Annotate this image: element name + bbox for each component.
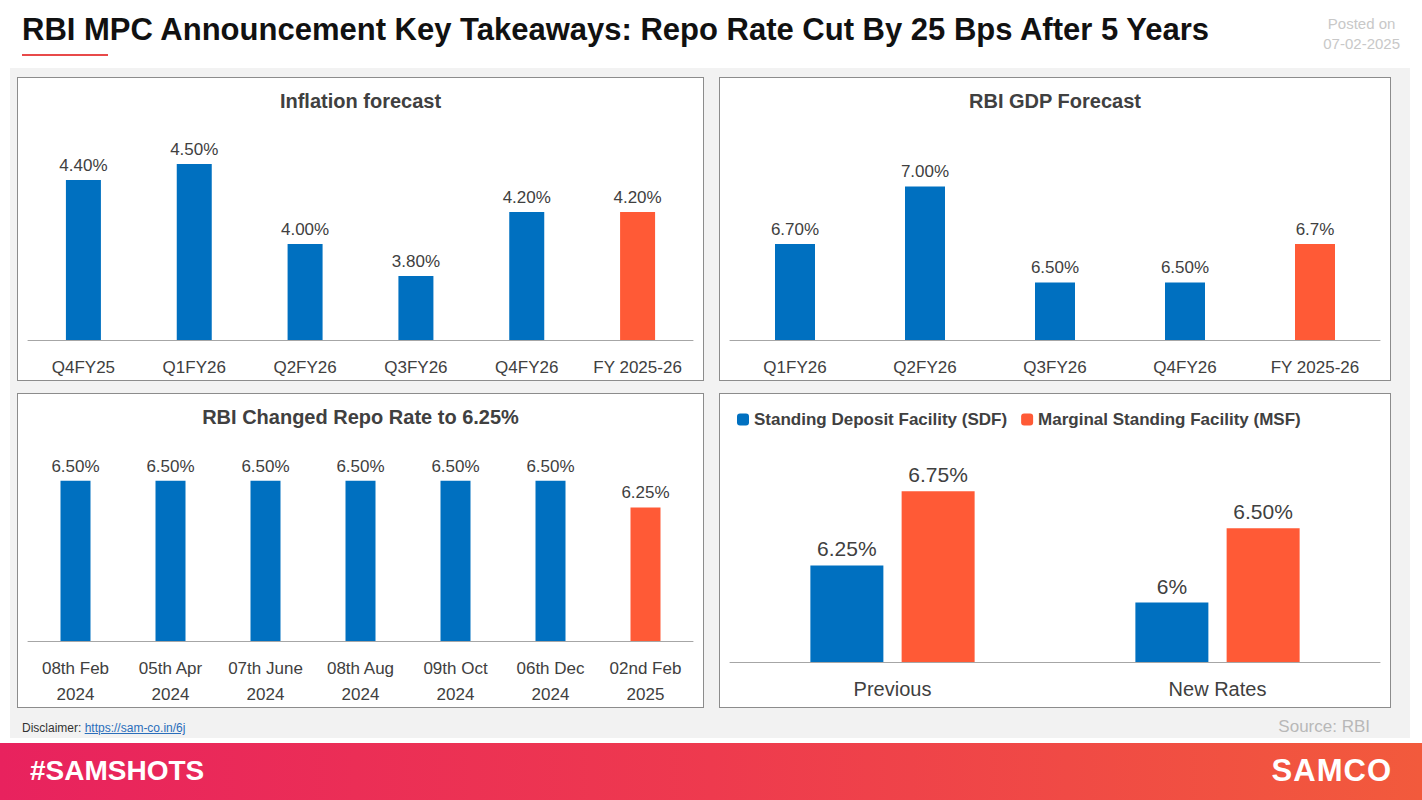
svg-text:08th Aug: 08th Aug <box>327 659 394 678</box>
svg-text:Q4FY26: Q4FY26 <box>1153 358 1216 377</box>
svg-text:2024: 2024 <box>437 685 475 704</box>
svg-text:6.50%: 6.50% <box>1233 500 1293 523</box>
svg-text:6.50%: 6.50% <box>146 457 194 476</box>
svg-text:Standing Deposit Facility (SDF: Standing Deposit Facility (SDF) <box>754 410 1007 429</box>
svg-text:RBI Changed Repo Rate to 6.25%: RBI Changed Repo Rate to 6.25% <box>202 406 519 428</box>
svg-text:6%: 6% <box>1157 575 1187 598</box>
svg-text:FY 2025-26: FY 2025-26 <box>593 358 682 377</box>
svg-text:08th Feb: 08th Feb <box>42 659 109 678</box>
svg-text:Marginal Standing Facility (MS: Marginal Standing Facility (MSF) <box>1038 410 1301 429</box>
svg-text:7.00%: 7.00% <box>901 162 949 181</box>
html-text:Disclaimer: https://sam-co.in/: Disclaimer: https://sam-co.in/6j <box>22 721 186 735</box>
svg-text:Q1FY26: Q1FY26 <box>163 358 226 377</box>
svg-text:6.50%: 6.50% <box>526 457 574 476</box>
svg-text:4.40%: 4.40% <box>59 156 107 175</box>
svg-text:2024: 2024 <box>247 685 285 704</box>
html-text:Source: RBI: Source: RBI <box>1278 717 1370 736</box>
svg-text:06th Dec: 06th Dec <box>516 659 585 678</box>
svg-text:6.50%: 6.50% <box>241 457 289 476</box>
svg-text:Q4FY26: Q4FY26 <box>495 358 558 377</box>
svg-text:RBI GDP Forecast: RBI GDP Forecast <box>969 90 1141 112</box>
svg-text:Q2FY26: Q2FY26 <box>273 358 336 377</box>
svg-text:6.25%: 6.25% <box>621 483 669 502</box>
svg-text:6.50%: 6.50% <box>431 457 479 476</box>
html-text:RBI MPC Announcement Key Takea: RBI MPC Announcement Key Takeaways: Repo… <box>22 12 1209 47</box>
svg-text:Q3FY26: Q3FY26 <box>384 358 447 377</box>
svg-text:Previous: Previous <box>854 678 932 700</box>
svg-text:Q4FY25: Q4FY25 <box>52 358 115 377</box>
svg-text:6.50%: 6.50% <box>336 457 384 476</box>
svg-text:FY 2025-26: FY 2025-26 <box>1271 358 1360 377</box>
svg-text:Q3FY26: Q3FY26 <box>1023 358 1086 377</box>
svg-text:3.80%: 3.80% <box>392 252 440 271</box>
svg-text:6.70%: 6.70% <box>771 220 819 239</box>
svg-text:2024: 2024 <box>532 685 570 704</box>
svg-text:6.50%: 6.50% <box>1031 258 1079 277</box>
svg-text:4.50%: 4.50% <box>170 140 218 159</box>
html-text:07-02-2025: 07-02-2025 <box>1323 35 1400 52</box>
svg-text:6.50%: 6.50% <box>51 457 99 476</box>
svg-text:2024: 2024 <box>342 685 380 704</box>
svg-text:Q1FY26: Q1FY26 <box>763 358 826 377</box>
svg-text:2025: 2025 <box>627 685 665 704</box>
svg-text:4.20%: 4.20% <box>613 188 661 207</box>
svg-text:6.7%: 6.7% <box>1296 220 1335 239</box>
svg-text:4.20%: 4.20% <box>503 188 551 207</box>
svg-text:05th Apr: 05th Apr <box>139 659 203 678</box>
svg-text:New Rates: New Rates <box>1169 678 1267 700</box>
svg-text:2024: 2024 <box>152 685 190 704</box>
html-text:#SAMSHOTS: #SAMSHOTS <box>30 755 205 786</box>
svg-text:Inflation forecast: Inflation forecast <box>280 90 441 112</box>
svg-text:07th June: 07th June <box>228 659 303 678</box>
svg-text:Q2FY26: Q2FY26 <box>893 358 956 377</box>
svg-text:09th Oct: 09th Oct <box>423 659 488 678</box>
svg-text:6.75%: 6.75% <box>908 463 968 486</box>
svg-text:6.25%: 6.25% <box>817 537 877 560</box>
svg-text:6.50%: 6.50% <box>1161 258 1209 277</box>
html-text:SAMCO: SAMCO <box>1271 753 1392 788</box>
html-text:Posted on: Posted on <box>1327 15 1396 32</box>
svg-text:2024: 2024 <box>57 685 95 704</box>
svg-text:4.00%: 4.00% <box>281 220 329 239</box>
svg-text:02nd Feb: 02nd Feb <box>610 659 682 678</box>
